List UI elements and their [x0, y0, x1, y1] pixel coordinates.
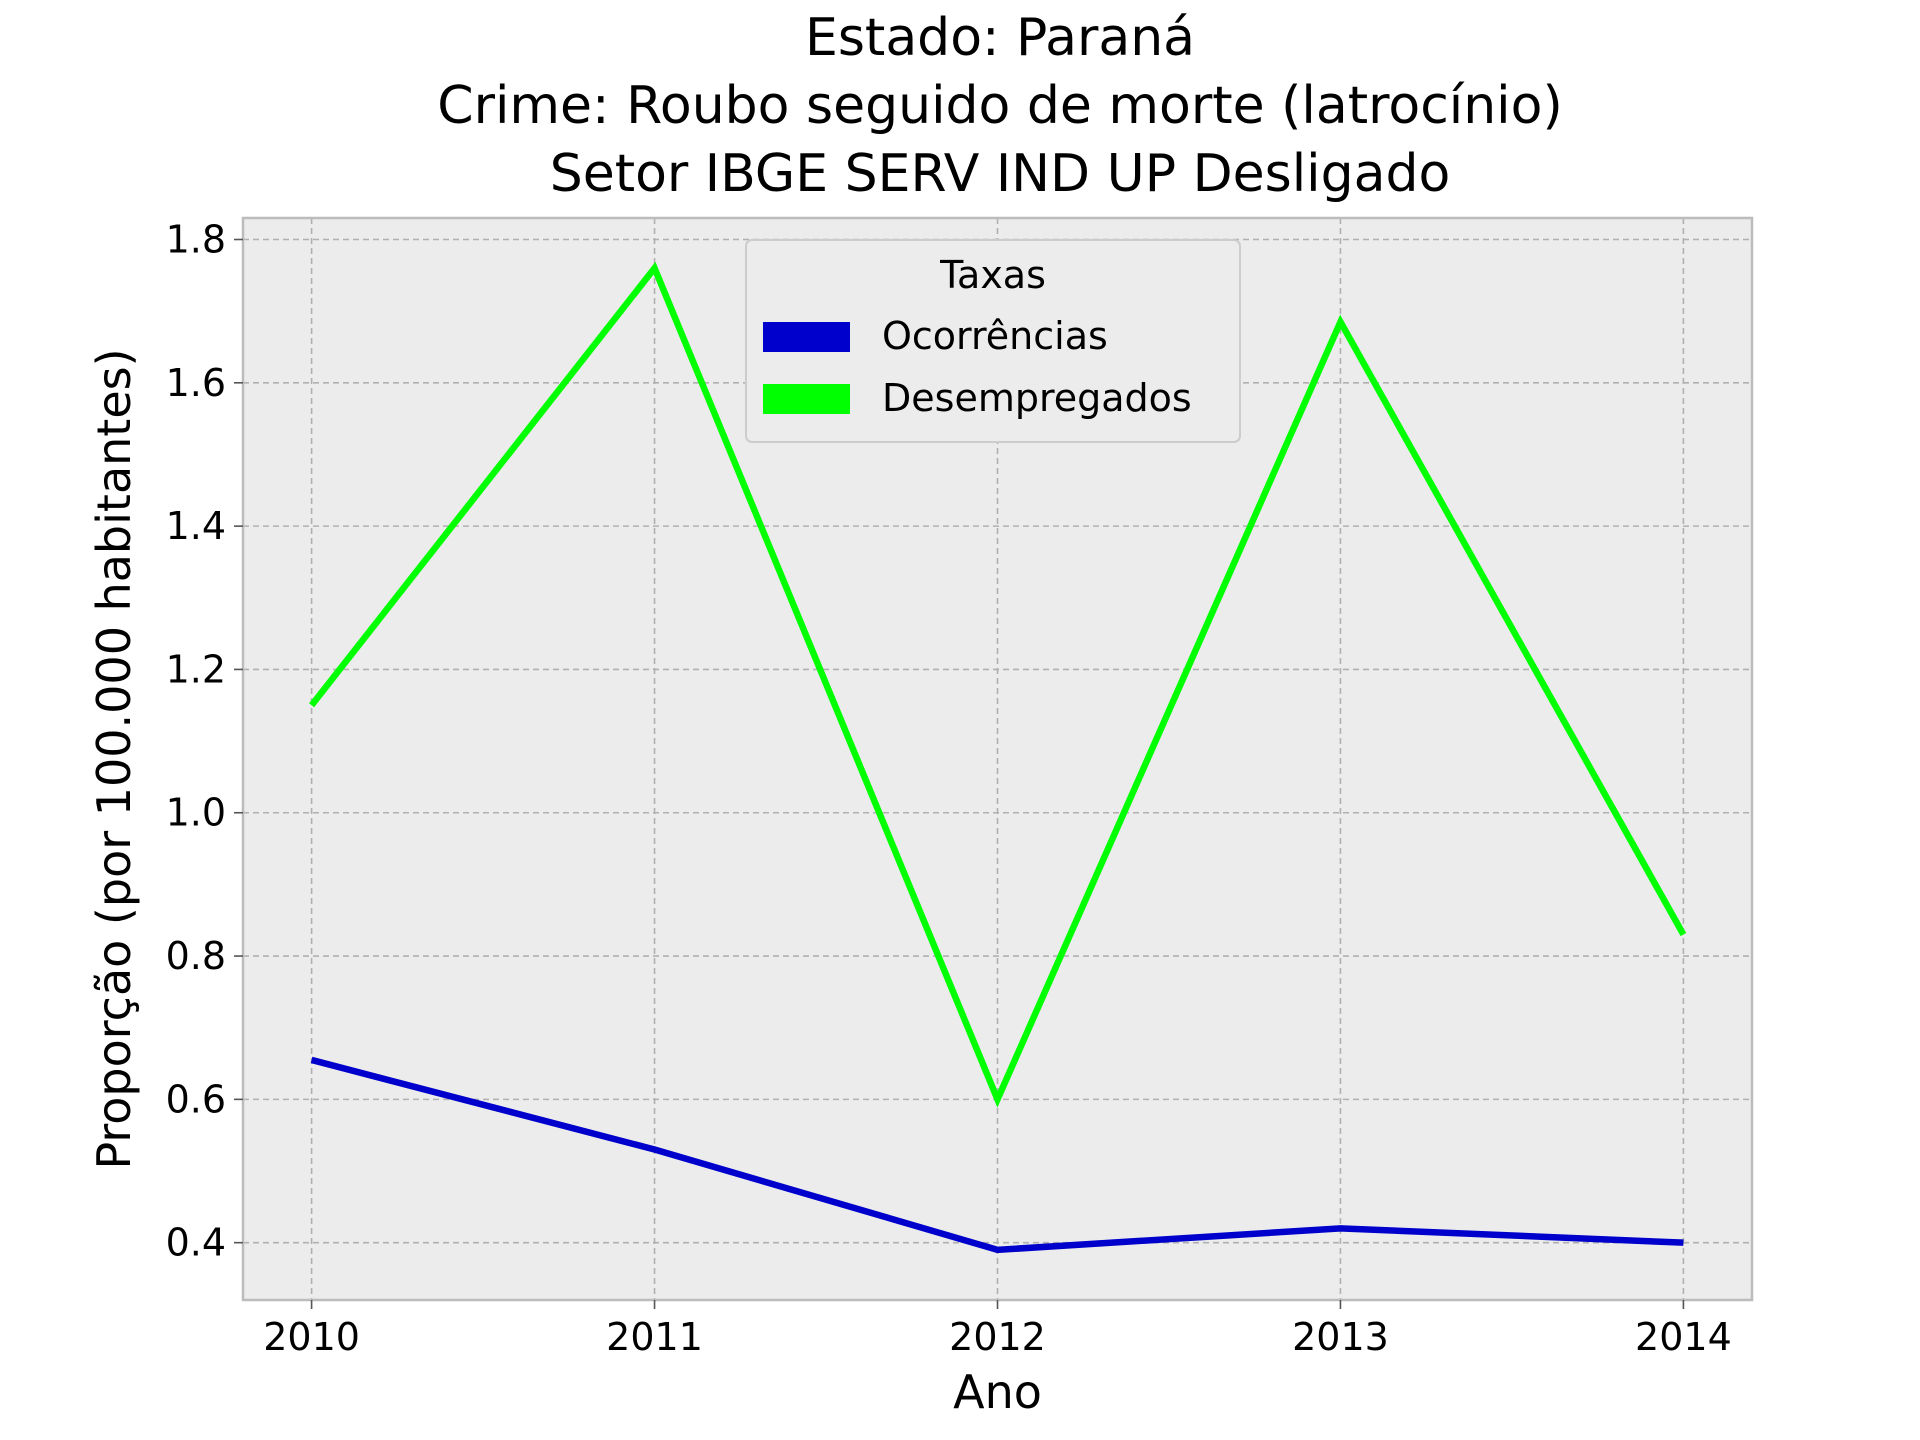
x-tick-label: 2013: [1292, 1315, 1389, 1359]
legend: Taxas Ocorrências Desempregados: [745, 239, 1241, 443]
y-tick-label: 0.8: [166, 934, 226, 978]
legend-box: [745, 239, 1241, 443]
x-tick-label: 2012: [949, 1315, 1046, 1359]
y-tick-label: 0.6: [166, 1077, 226, 1121]
y-tick-label: 1.4: [166, 504, 226, 548]
title-line-crime: Crime: Roubo seguido de morte (latrocíni…: [437, 76, 1562, 136]
title-line-sector: Setor IBGE SERV IND UP Desligado: [550, 144, 1451, 204]
series-lines: [309, 261, 1687, 1254]
y-tick-label: 1.0: [166, 791, 226, 835]
x-tick-label: 2014: [1635, 1315, 1732, 1359]
legend-label: Ocorrências: [882, 314, 1108, 358]
x-tick-label: 2011: [606, 1315, 703, 1359]
series-line-desempregados: [309, 261, 1687, 1108]
y-tick-label: 1.6: [166, 361, 226, 405]
y-axis-label: Proporção (por 100.000 habitantes): [87, 348, 141, 1169]
legend-swatch: [763, 384, 850, 414]
y-tick-label: 1.2: [166, 647, 226, 691]
tick-labels: 2010 2011 2012 2013 2014 0.4 0.6 0.8 1.0 1.2 1.4 1.…: [166, 217, 1732, 1359]
chart-title: Estado: Paraná Crime: Roubo seguido de m…: [437, 8, 1562, 204]
legend-swatch: [763, 322, 850, 352]
x-axis-label: Ano: [953, 1365, 1042, 1419]
x-tick-label: 2010: [263, 1315, 360, 1359]
legend-label: Desempregados: [882, 376, 1192, 420]
axis-ticks: [234, 238, 1685, 1309]
series-line-ocorrencias: [310, 1056, 1684, 1254]
y-tick-label: 1.8: [166, 217, 226, 261]
title-line-state: Estado: Paraná: [805, 8, 1195, 68]
y-tick-label: 0.4: [166, 1221, 226, 1265]
legend-title: Taxas: [939, 253, 1046, 297]
